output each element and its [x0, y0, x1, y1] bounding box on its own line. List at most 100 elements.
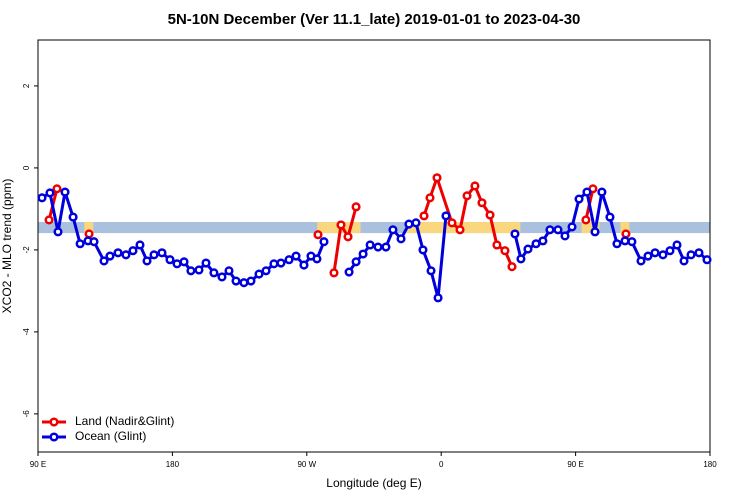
data-point — [351, 257, 361, 267]
legend-label: Land (Nadir&Glint) — [75, 414, 174, 428]
data-point — [373, 242, 383, 252]
data-point — [545, 225, 555, 235]
data-point — [574, 194, 584, 204]
y-tick-label: 0 — [22, 165, 31, 170]
data-point — [246, 276, 256, 286]
data-point — [477, 198, 487, 208]
data-point — [418, 245, 428, 255]
data-point — [411, 218, 421, 228]
data-point — [351, 202, 361, 212]
x-tick-label: 90 W — [297, 460, 316, 469]
data-point — [507, 262, 517, 272]
highlight-range — [620, 222, 630, 234]
data-point — [231, 276, 241, 286]
x-tick-label: 90 E — [567, 460, 583, 469]
data-point — [284, 255, 294, 265]
data-point — [209, 268, 219, 278]
data-point — [590, 227, 600, 237]
data-point — [560, 231, 570, 241]
data-point — [291, 251, 301, 261]
data-point — [344, 267, 354, 277]
y-tick-label: -4 — [22, 328, 31, 336]
data-point — [620, 236, 630, 246]
data-point — [89, 237, 99, 247]
data-point — [650, 248, 660, 258]
data-point — [470, 181, 480, 191]
data-point — [142, 256, 152, 266]
data-point — [538, 236, 548, 246]
data-point — [343, 232, 353, 242]
data-point — [643, 251, 653, 261]
x-tick-label: 180 — [166, 460, 180, 469]
data-point — [441, 211, 451, 221]
data-point — [121, 250, 131, 260]
data-point — [299, 260, 309, 270]
x-tick-label: 180 — [703, 460, 717, 469]
data-point — [365, 240, 375, 250]
data-point — [165, 255, 175, 265]
data-point — [312, 254, 322, 264]
y-tick-label: -6 — [22, 410, 31, 418]
data-point — [694, 248, 704, 258]
data-point — [627, 237, 637, 247]
data-point — [381, 242, 391, 252]
plot-frame — [37, 39, 711, 453]
data-point — [179, 257, 189, 267]
y-axis-label: XCO2 - MLO trend (ppm) — [0, 179, 14, 314]
data-point — [186, 266, 196, 276]
series-line — [332, 206, 358, 274]
data-point — [149, 250, 159, 260]
highlight-range — [84, 222, 94, 234]
data-point — [702, 255, 712, 265]
data-point — [510, 229, 520, 239]
data-point — [679, 256, 689, 266]
data-point — [447, 218, 457, 228]
data-point — [128, 246, 138, 256]
data-point — [201, 258, 211, 268]
data-point — [113, 248, 123, 258]
data-point — [492, 240, 502, 250]
data-point — [636, 256, 646, 266]
data-point — [597, 187, 607, 197]
data-point — [45, 188, 55, 198]
data-point — [388, 225, 398, 235]
y-tick-label: 2 — [22, 83, 31, 88]
data-point — [84, 229, 94, 239]
data-point — [172, 259, 182, 269]
data-point — [60, 187, 70, 197]
data-point — [319, 237, 329, 247]
data-point — [432, 173, 442, 183]
data-point — [672, 240, 682, 250]
data-point — [329, 268, 339, 278]
data-point — [37, 193, 47, 203]
data-point — [531, 239, 541, 249]
data-point — [621, 229, 631, 239]
data-point — [605, 212, 615, 222]
data-point — [52, 184, 62, 194]
chart-title: 5N-10N December (Ver 11.1_late) 2019-01-… — [168, 11, 581, 28]
x-tick-label: 90 E — [30, 460, 46, 469]
data-point — [194, 265, 204, 275]
data-point — [425, 193, 435, 203]
data-point — [658, 250, 668, 260]
data-point — [99, 256, 109, 266]
data-point — [358, 249, 368, 259]
data-point — [53, 227, 63, 237]
data-point — [239, 278, 249, 288]
y-tick-label: -2 — [22, 246, 31, 254]
data-point — [523, 244, 533, 254]
data-point — [217, 272, 227, 282]
data-point — [404, 219, 414, 229]
highlight-range — [581, 222, 600, 234]
legend-marker — [49, 432, 59, 442]
data-point — [516, 254, 526, 264]
data-point — [336, 220, 346, 230]
reference-band — [38, 222, 710, 234]
data-point — [44, 215, 54, 225]
data-point — [665, 246, 675, 256]
data-point — [254, 269, 264, 279]
data-point — [105, 251, 115, 261]
data-point — [485, 210, 495, 220]
data-point — [269, 259, 279, 269]
